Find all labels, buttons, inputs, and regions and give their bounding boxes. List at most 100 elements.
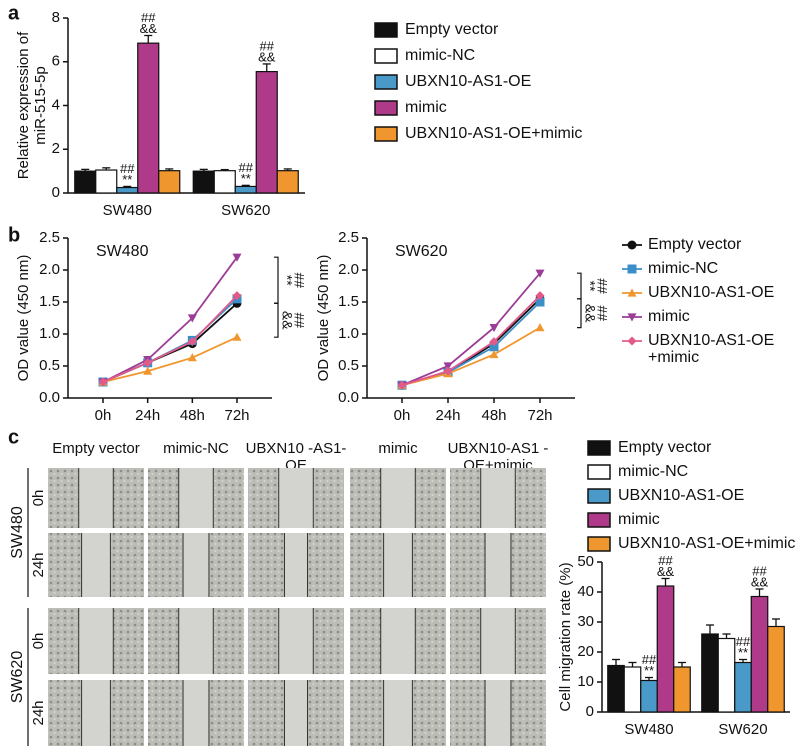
- wound-area: [284, 680, 308, 746]
- significance-mark: ##: [642, 652, 657, 667]
- bar: [750, 595, 769, 713]
- point: [535, 297, 545, 307]
- point: [232, 253, 242, 262]
- legend-label: mimic-NC: [648, 260, 719, 277]
- row-label: 0h: [30, 633, 47, 650]
- y-tick-label: 6: [52, 53, 60, 70]
- x-tick-label: 72h: [527, 407, 552, 424]
- bar: [607, 664, 625, 713]
- bar: [192, 170, 215, 194]
- y-tick-label: 2.0: [39, 261, 60, 278]
- significance-mark: ##: [239, 160, 254, 175]
- x-tick-label: 72h: [224, 407, 249, 424]
- significance-mark: **: [241, 171, 251, 186]
- bar: [213, 170, 236, 194]
- x-tick-label: 24h: [135, 407, 160, 424]
- y-tick-label: 0.5: [338, 357, 359, 374]
- bar: [701, 633, 719, 713]
- series-line: [102, 298, 238, 383]
- x-tick-label: SW480: [103, 202, 152, 219]
- series-line: [401, 272, 541, 387]
- y-tick-label: 1.0: [39, 325, 60, 342]
- significance-mark: ##: [260, 38, 275, 53]
- y-tick-label: 2.0: [338, 261, 359, 278]
- significance-mark: ##: [291, 312, 307, 328]
- legend-label-box: UBXN10-AS1-OE +mimic: [648, 332, 775, 366]
- significance-mark: ##: [736, 634, 751, 649]
- legend-label: UBXN10-AS1-OE+mimic: [405, 125, 582, 142]
- significance-mark: ##: [120, 161, 135, 176]
- y-tick-label: 40: [577, 583, 594, 600]
- wound-area: [278, 608, 314, 674]
- legend-swatch: [374, 22, 398, 38]
- legend-marker: [627, 288, 637, 297]
- point: [187, 314, 197, 323]
- bracket: [274, 256, 279, 304]
- point: [143, 366, 153, 375]
- series-line: [102, 336, 238, 383]
- row-label: 24h: [30, 700, 47, 725]
- bar: [234, 185, 257, 194]
- x-tick-label: 48h: [481, 407, 506, 424]
- column-label: mimic-NC: [163, 440, 229, 457]
- legend-label: mimic: [648, 308, 690, 325]
- column-label-box: mimic-NC: [163, 440, 229, 457]
- wound-area: [480, 468, 516, 528]
- y-tick-label: 20: [577, 643, 594, 660]
- significance-mark: &&: [258, 49, 276, 64]
- significance-mark: ##: [141, 10, 156, 25]
- legend-swatch: [374, 100, 398, 116]
- legend-label: mimic-NC: [405, 47, 475, 64]
- significance-mark: &&: [657, 564, 675, 579]
- legend-marker: [627, 313, 637, 322]
- y-tick-label: 0: [52, 184, 60, 201]
- legend-swatch: [374, 48, 398, 64]
- y-axis-title: miR-515-5p: [32, 66, 49, 144]
- significance-mark: **: [738, 645, 748, 660]
- bar: [717, 637, 736, 713]
- bracket: [274, 302, 279, 338]
- x-tick-label: SW480: [624, 721, 673, 738]
- y-tick-label: 0: [586, 703, 594, 720]
- legend-label: UBXN10-AS1-OE: [618, 487, 744, 504]
- row-group-label: SW620: [9, 651, 26, 704]
- wound-area: [383, 533, 413, 597]
- point: [535, 323, 545, 332]
- row-label: 0h: [30, 490, 47, 507]
- significance-mark: ##: [594, 278, 610, 294]
- bar: [623, 666, 642, 713]
- legend-label-box: mimic: [648, 308, 690, 325]
- significance-mark: ##: [658, 553, 673, 568]
- legend-label-box: Empty vector: [648, 236, 741, 253]
- point: [489, 342, 499, 352]
- significance-mark: &&: [751, 574, 769, 589]
- legend-label: mimic: [405, 99, 447, 116]
- y-axis-title: Relative expression of: [15, 31, 32, 179]
- panel-label: b: [8, 224, 20, 246]
- point: [397, 380, 407, 390]
- legend-label: Empty vector: [618, 439, 712, 456]
- panel-label: c: [8, 426, 19, 448]
- point: [443, 366, 453, 376]
- significance-mark: **: [122, 172, 132, 187]
- column-label-box: mimic: [378, 440, 418, 457]
- legend-label: mimic-NC: [618, 463, 688, 480]
- column-label: Empty vector: [52, 440, 140, 457]
- bar: [767, 625, 785, 713]
- legend-label: UBXN10-AS1-OE +mimic: [648, 332, 775, 366]
- wound-area: [81, 533, 111, 597]
- legend-swatch: [374, 74, 398, 90]
- series-line: [401, 294, 541, 387]
- point: [187, 353, 197, 362]
- series-line: [401, 298, 541, 387]
- point: [535, 269, 545, 278]
- wound-area: [278, 468, 314, 528]
- series-line: [102, 256, 238, 383]
- legend-label: UBXN10-AS1-OE+mimic: [618, 535, 795, 552]
- bar: [656, 585, 675, 713]
- column-label: mimic: [378, 440, 418, 457]
- y-tick-label: 0.0: [338, 389, 359, 406]
- legend-marker: [627, 336, 637, 346]
- significance-mark: ##: [752, 563, 767, 578]
- legend-label-box: mimic-NC: [648, 260, 719, 277]
